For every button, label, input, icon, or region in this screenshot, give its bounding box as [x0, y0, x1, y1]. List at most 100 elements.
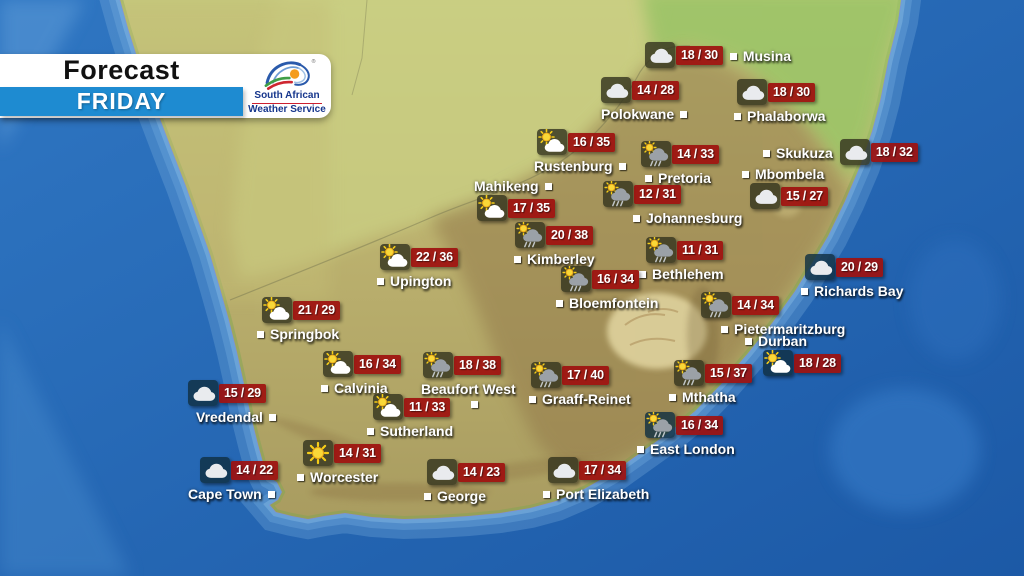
city-durban: Durban 18 / 28 [745, 331, 841, 376]
sun-showers-icon [515, 222, 545, 248]
city-label: Pretoria [645, 170, 711, 186]
city-marker [471, 401, 478, 408]
city-marker [742, 170, 749, 178]
cloudy-icon [200, 457, 230, 483]
city-east-london: 16 / 34 East London [637, 412, 735, 457]
city-name: Springbok [270, 326, 340, 342]
temp-badge: 21 / 29 [293, 300, 340, 320]
cloudy-icon [737, 79, 767, 105]
city-marker [257, 330, 264, 338]
weather-chip: 18 / 38 [423, 352, 501, 378]
city-marker [721, 325, 728, 333]
city-marker [543, 490, 550, 498]
temp-badge: 16 / 35 [568, 132, 615, 152]
day-banner: FRIDAY [0, 87, 243, 116]
city-label: Mahikeng [474, 178, 552, 194]
weather-chip: 18 / 30 [737, 79, 815, 105]
city-marker [267, 490, 275, 498]
city-name: Rustenburg [534, 158, 613, 174]
cloudy-icon [645, 42, 675, 68]
registered-mark: ® [312, 58, 316, 65]
city-calvinia: 16 / 34 Calvinia [321, 351, 401, 396]
weather-chip: 22 / 36 [380, 244, 458, 270]
cloudy-icon [548, 457, 578, 483]
city-label: Rustenburg [534, 158, 626, 174]
city-bethlehem: 11 / 31 Bethlehem [639, 237, 724, 282]
temp-badge: 12 / 31 [634, 184, 681, 204]
city-skukuza: Skukuza 18 / 32 [763, 139, 918, 165]
partly-cloudy-icon [537, 129, 567, 155]
city-label: Polokwane [601, 106, 688, 122]
sun-showers-icon [646, 237, 676, 263]
partly-cloudy-icon [477, 195, 507, 221]
logo-text-line1: South African [254, 90, 320, 102]
city-marker [729, 52, 737, 60]
sun-showers-icon [531, 362, 561, 388]
logo-red-rule [252, 102, 322, 105]
temp-badge: 18 / 30 [676, 45, 723, 65]
temp-badge: 17 / 34 [579, 460, 626, 480]
city-cape-town: 14 / 22 Cape Town [188, 457, 278, 502]
temp-badge: 18 / 30 [768, 82, 815, 102]
forecast-title-text: Forecast [63, 55, 180, 85]
weather-chip: 14 / 33 [641, 141, 719, 167]
partly-cloudy-icon [380, 244, 410, 270]
city-marker [669, 393, 676, 401]
weather-chip: 18 / 28 [763, 350, 841, 376]
city-marker [529, 395, 536, 403]
city-worcester: 14 / 31 Worcester [297, 440, 381, 485]
city-marker [514, 255, 521, 263]
city-label: Skukuza [763, 145, 833, 161]
city-label: Vredendal [196, 409, 276, 425]
partly-cloudy-icon [373, 394, 403, 420]
weather-chip: 20 / 29 [805, 254, 883, 280]
city-name: George [437, 488, 487, 504]
city-richards-bay: 20 / 29 Richards Bay [801, 254, 903, 299]
city-marker [556, 299, 563, 307]
cloudy-icon [601, 77, 631, 103]
city-marker [637, 445, 644, 453]
sun-showers-icon [645, 412, 675, 438]
city-label: Mthatha [669, 389, 736, 405]
temp-badge: 15 / 37 [705, 363, 752, 383]
city-name: Beaufort West [421, 381, 516, 397]
weather-chip: 21 / 29 [262, 297, 340, 323]
temp-badge: 14 / 31 [334, 443, 381, 463]
city-name: Upington [390, 273, 452, 289]
city-phalaborwa: 18 / 30 Phalaborwa [734, 79, 826, 124]
city-kimberley: 20 / 38 Kimberley [514, 222, 595, 267]
city-port-elizabeth: 17 / 34 Port Elizabeth [543, 457, 649, 502]
city-label: Durban [745, 333, 807, 349]
city-label: East London [637, 441, 735, 457]
city-marker [801, 287, 808, 295]
city-marker [639, 270, 646, 278]
partly-cloudy-icon [262, 297, 292, 323]
city-label: Kimberley [514, 251, 595, 267]
cloudy-icon [839, 139, 870, 165]
city-name: Mthatha [682, 389, 736, 405]
weather-chip: 12 / 31 [603, 181, 681, 207]
city-label: Bethlehem [639, 266, 724, 282]
weather-chip: 14 / 23 [427, 459, 505, 485]
city-label: Worcester [297, 469, 378, 485]
city-marker [680, 110, 688, 118]
city-label: Bloemfontein [556, 295, 658, 311]
cloudy-icon [188, 380, 218, 406]
weather-chip: 17 / 35 [477, 195, 555, 221]
city-name: Bethlehem [652, 266, 724, 282]
weather-chip: 14 / 31 [303, 440, 381, 466]
sun-showers-icon [674, 360, 704, 386]
city-pietermaritzburg: 14 / 34 Pietermaritzburg [701, 292, 845, 337]
weather-chip: 17 / 34 [548, 457, 626, 483]
city-sutherland: 11 / 33 Sutherland [367, 394, 453, 439]
city-marker [734, 112, 741, 120]
city-name: Worcester [310, 469, 379, 485]
city-name: Durban [758, 333, 807, 349]
city-polokwane: 14 / 28 Polokwane [601, 77, 688, 122]
city-label: Sutherland [367, 423, 453, 439]
weather-chip: 14 / 34 [701, 292, 779, 318]
city-name: Vredendal [196, 409, 263, 425]
partly-cloudy-icon [763, 350, 793, 376]
city-label: Springbok [257, 326, 339, 342]
